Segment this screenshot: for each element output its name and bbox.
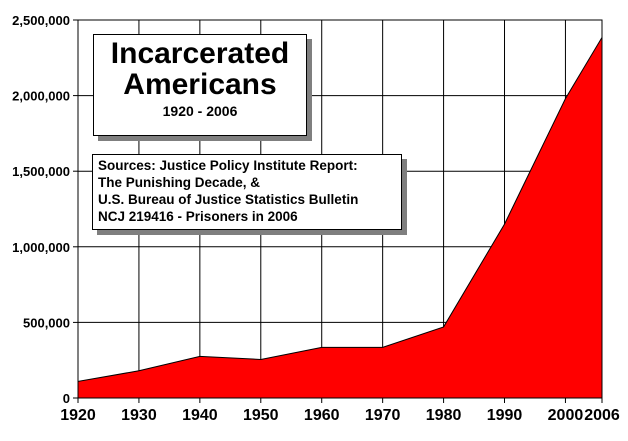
data-point (198, 355, 201, 358)
x-tick-label: 1970 (365, 407, 401, 424)
plot-border (77, 19, 603, 399)
data-point (381, 346, 384, 349)
data-point (442, 325, 445, 328)
y-tick-label: 500,000 (23, 315, 70, 330)
x-tick-label: 1930 (121, 407, 157, 424)
y-tick-label: 2,000,000 (12, 89, 70, 104)
x-tick-label: 1950 (243, 407, 279, 424)
x-tick-label: 2000 (548, 407, 584, 424)
x-tick-label: 1980 (426, 407, 462, 424)
x-tick-label: 1990 (487, 407, 523, 424)
y-tick-label: 0 (63, 391, 70, 406)
source-line: Sources: Justice Policy Institute Report… (98, 158, 358, 173)
y-tick-label: 1,500,000 (12, 164, 70, 179)
data-point (503, 223, 506, 226)
source-line: The Punishing Decade, & (98, 175, 261, 190)
data-point (137, 369, 140, 372)
x-tick-label: 1940 (182, 407, 218, 424)
source-line: U.S. Bureau of Justice Statistics Bullet… (98, 192, 359, 207)
x-tick-label: 1920 (60, 407, 96, 424)
plot-frame (77, 19, 603, 399)
data-point (564, 97, 567, 100)
y-axis-ticks: 0 500,000 1,000,000 1,500,000 2,000,000 2,500… (12, 13, 78, 406)
x-axis-ticks: 1920 1930 1940 1950 1960 1970 1980 1990 2000 2006 (60, 398, 620, 424)
x-tick-label: 1960 (304, 407, 340, 424)
sources-box: Sources: Justice Policy Institute Report… (92, 154, 402, 230)
y-tick-label: 1,000,000 (12, 240, 70, 255)
chart-subtitle: 1920 - 2006 (162, 103, 238, 119)
y-tick-label: 2,500,000 (12, 13, 70, 28)
title-box: Incarcerated Americans 1920 - 2006 (93, 34, 307, 136)
data-point (320, 346, 323, 349)
source-line: NCJ 219416 - Prisoners in 2006 (98, 209, 298, 224)
chart-title: Incarcerated Americans (110, 37, 290, 101)
data-point (259, 358, 262, 361)
x-tick-label: 2006 (584, 407, 620, 424)
